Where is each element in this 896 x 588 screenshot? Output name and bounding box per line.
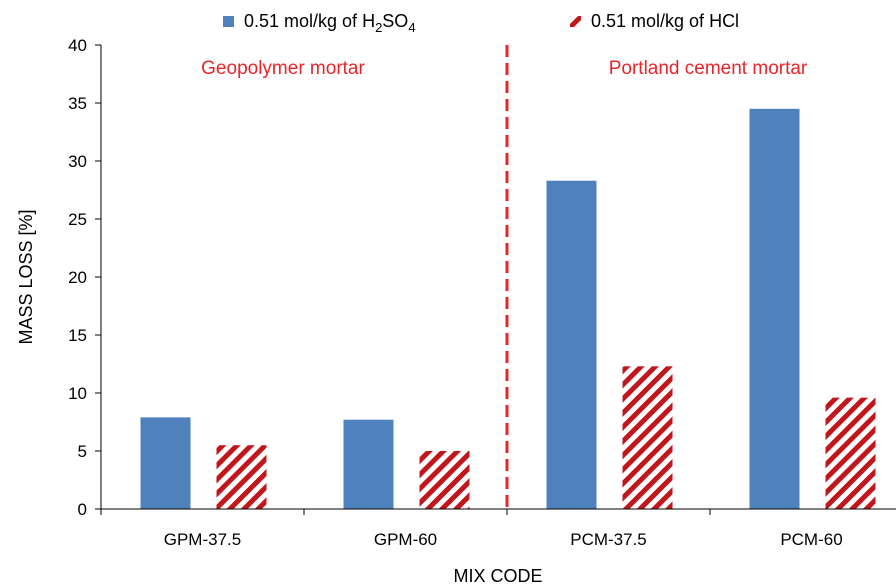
y-tick-label: 40: [68, 36, 87, 55]
annotation-portland-cement-mortar: Portland cement mortar: [609, 58, 808, 79]
legend-h2so4-subscript-2: 4: [408, 20, 415, 35]
x-axis-label: MIX CODE: [453, 566, 542, 586]
bar-hcl: [419, 451, 470, 509]
y-tick-label: 5: [78, 442, 87, 461]
bar-hcl: [622, 366, 673, 509]
legend-label-h2so4: 0.51 mol/kg of H2SO4: [244, 11, 416, 35]
y-tick-label: 20: [68, 268, 87, 287]
legend-swatch-h2so4: [223, 16, 234, 27]
bar-h2so4: [749, 108, 800, 510]
legend-h2so4-subscript-1: 2: [375, 20, 382, 35]
bar-hcl: [825, 397, 876, 509]
legend-h2so4-mid: SO: [382, 11, 408, 31]
y-axis-label: MASS LOSS [%]: [16, 209, 36, 344]
y-tick-label: 0: [78, 500, 87, 519]
legend: 0.51 mol/kg of H2SO4 0.51 mol/kg of HCl: [223, 11, 739, 35]
y-axis-ticks: 0 5 10 15 20 25 30 35 40: [68, 36, 101, 519]
y-tick-label: 10: [68, 384, 87, 403]
y-tick-label: 35: [68, 94, 87, 113]
x-tick-label: PCM-37.5: [570, 530, 647, 549]
legend-label-hcl: 0.51 mol/kg of HCl: [591, 11, 739, 31]
y-tick-label: 15: [68, 326, 87, 345]
x-tick-label: GPM-37.5: [164, 530, 241, 549]
legend-swatch-hcl: [570, 16, 581, 27]
y-tick-label: 25: [68, 210, 87, 229]
legend-h2so4-prefix: 0.51 mol/kg of H: [244, 11, 375, 31]
x-tick-label: GPM-60: [374, 530, 437, 549]
bars: [140, 108, 876, 510]
bar-h2so4: [343, 419, 394, 509]
x-tick-label: PCM-60: [780, 530, 842, 549]
annotation-geopolymer-mortar: Geopolymer mortar: [201, 58, 365, 79]
bar-hcl: [216, 445, 267, 509]
x-axis-ticks: GPM-37.5 GPM-60 PCM-37.5 PCM-60: [100, 509, 843, 549]
bar-h2so4: [546, 180, 597, 509]
y-tick-label: 30: [68, 152, 87, 171]
bar-h2so4: [140, 417, 191, 509]
